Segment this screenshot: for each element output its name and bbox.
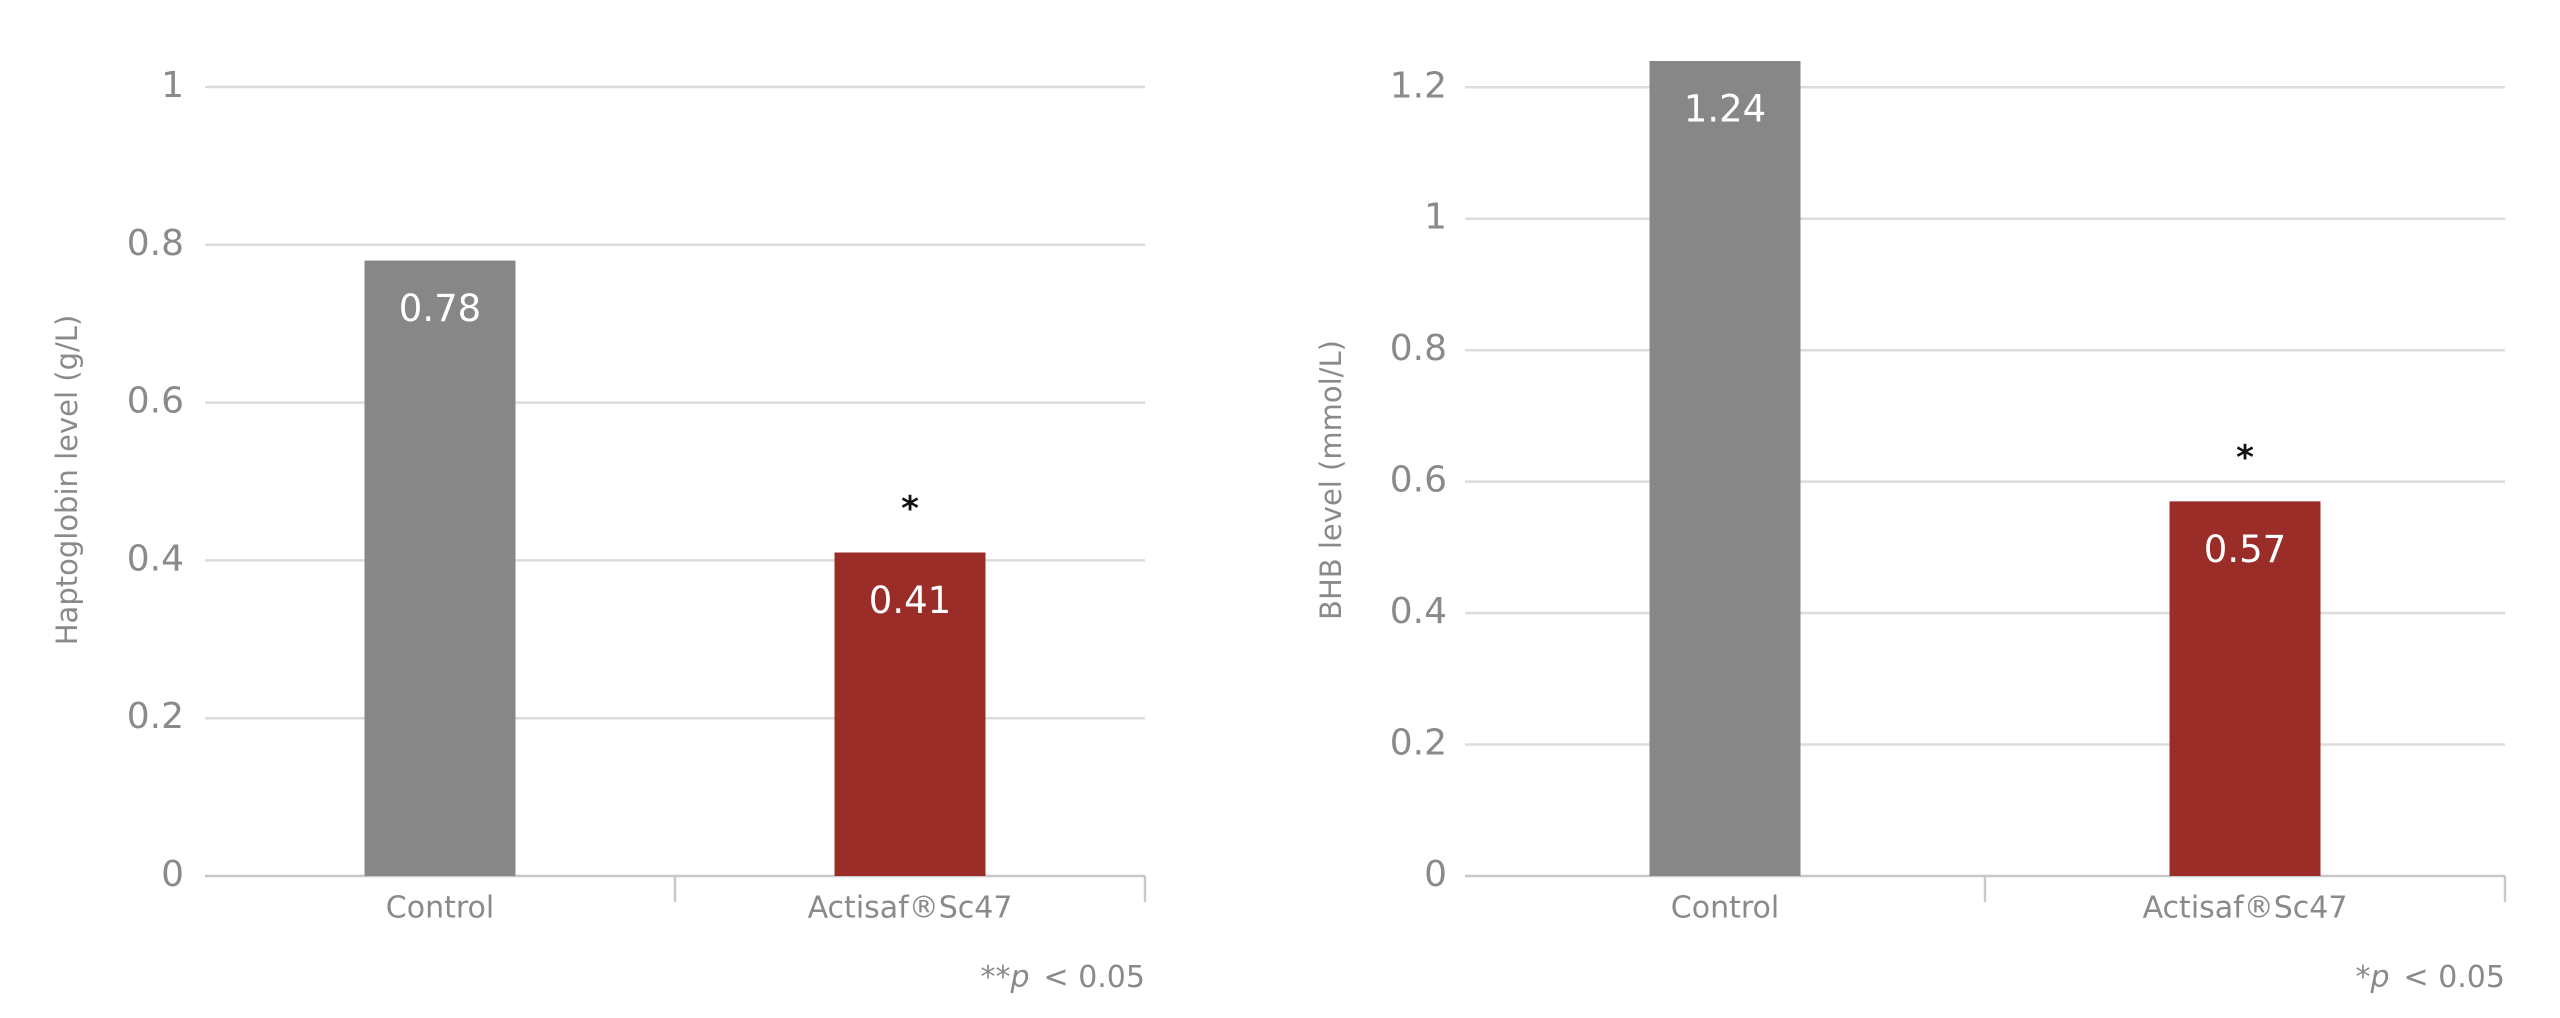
- y-tick-label: 0.6: [1390, 460, 1447, 501]
- x-tick-label: Actisaf®Sc47: [808, 891, 1013, 926]
- value-label: 1.24: [1684, 88, 1766, 131]
- footnote-threshold: < 0.05: [1044, 960, 1145, 995]
- x-tick-label: Control: [386, 891, 494, 926]
- footnote-p: p: [2369, 960, 2389, 995]
- y-tick-label: 1.2: [1390, 65, 1447, 106]
- y-axis-title: Haptoglobin level (g/L): [50, 315, 84, 646]
- value-label: 0.41: [869, 579, 951, 622]
- y-tick-label: 0.8: [1390, 328, 1447, 369]
- y-axis-title: BHB level (mmol/L): [1314, 340, 1348, 620]
- x-tick-label: Actisaf®Sc47: [2143, 891, 2348, 926]
- footnote: **p < 0.05: [980, 960, 1145, 995]
- significance-mark: *: [2236, 438, 2254, 478]
- x-tick-label: Control: [1671, 891, 1779, 926]
- value-label: 0.78: [399, 287, 481, 330]
- bar: [1649, 61, 1801, 876]
- bar: [834, 552, 986, 876]
- footnote-stars: *: [2355, 960, 2370, 995]
- y-tick-label: 1: [161, 65, 184, 106]
- y-tick-label: 0.2: [127, 696, 184, 737]
- y-tick-label: 0: [1424, 854, 1447, 895]
- footnote: *p < 0.05: [2355, 960, 2505, 995]
- footnote-p: p: [1009, 960, 1029, 995]
- y-tick-label: 0.2: [1390, 723, 1447, 764]
- y-tick-label: 0.4: [1390, 591, 1447, 632]
- y-tick-label: 0.6: [127, 381, 184, 422]
- significance-mark: *: [901, 489, 919, 529]
- value-label: 0.57: [2204, 528, 2286, 571]
- footnote-stars: **: [980, 960, 1010, 995]
- y-tick-label: 0.8: [127, 223, 184, 264]
- y-tick-label: 0: [161, 854, 184, 895]
- footnote-threshold: < 0.05: [2404, 960, 2505, 995]
- y-tick-label: 0.4: [127, 538, 184, 579]
- bar: [364, 260, 516, 877]
- y-tick-label: 1: [1424, 197, 1447, 238]
- bar: [2169, 501, 2321, 876]
